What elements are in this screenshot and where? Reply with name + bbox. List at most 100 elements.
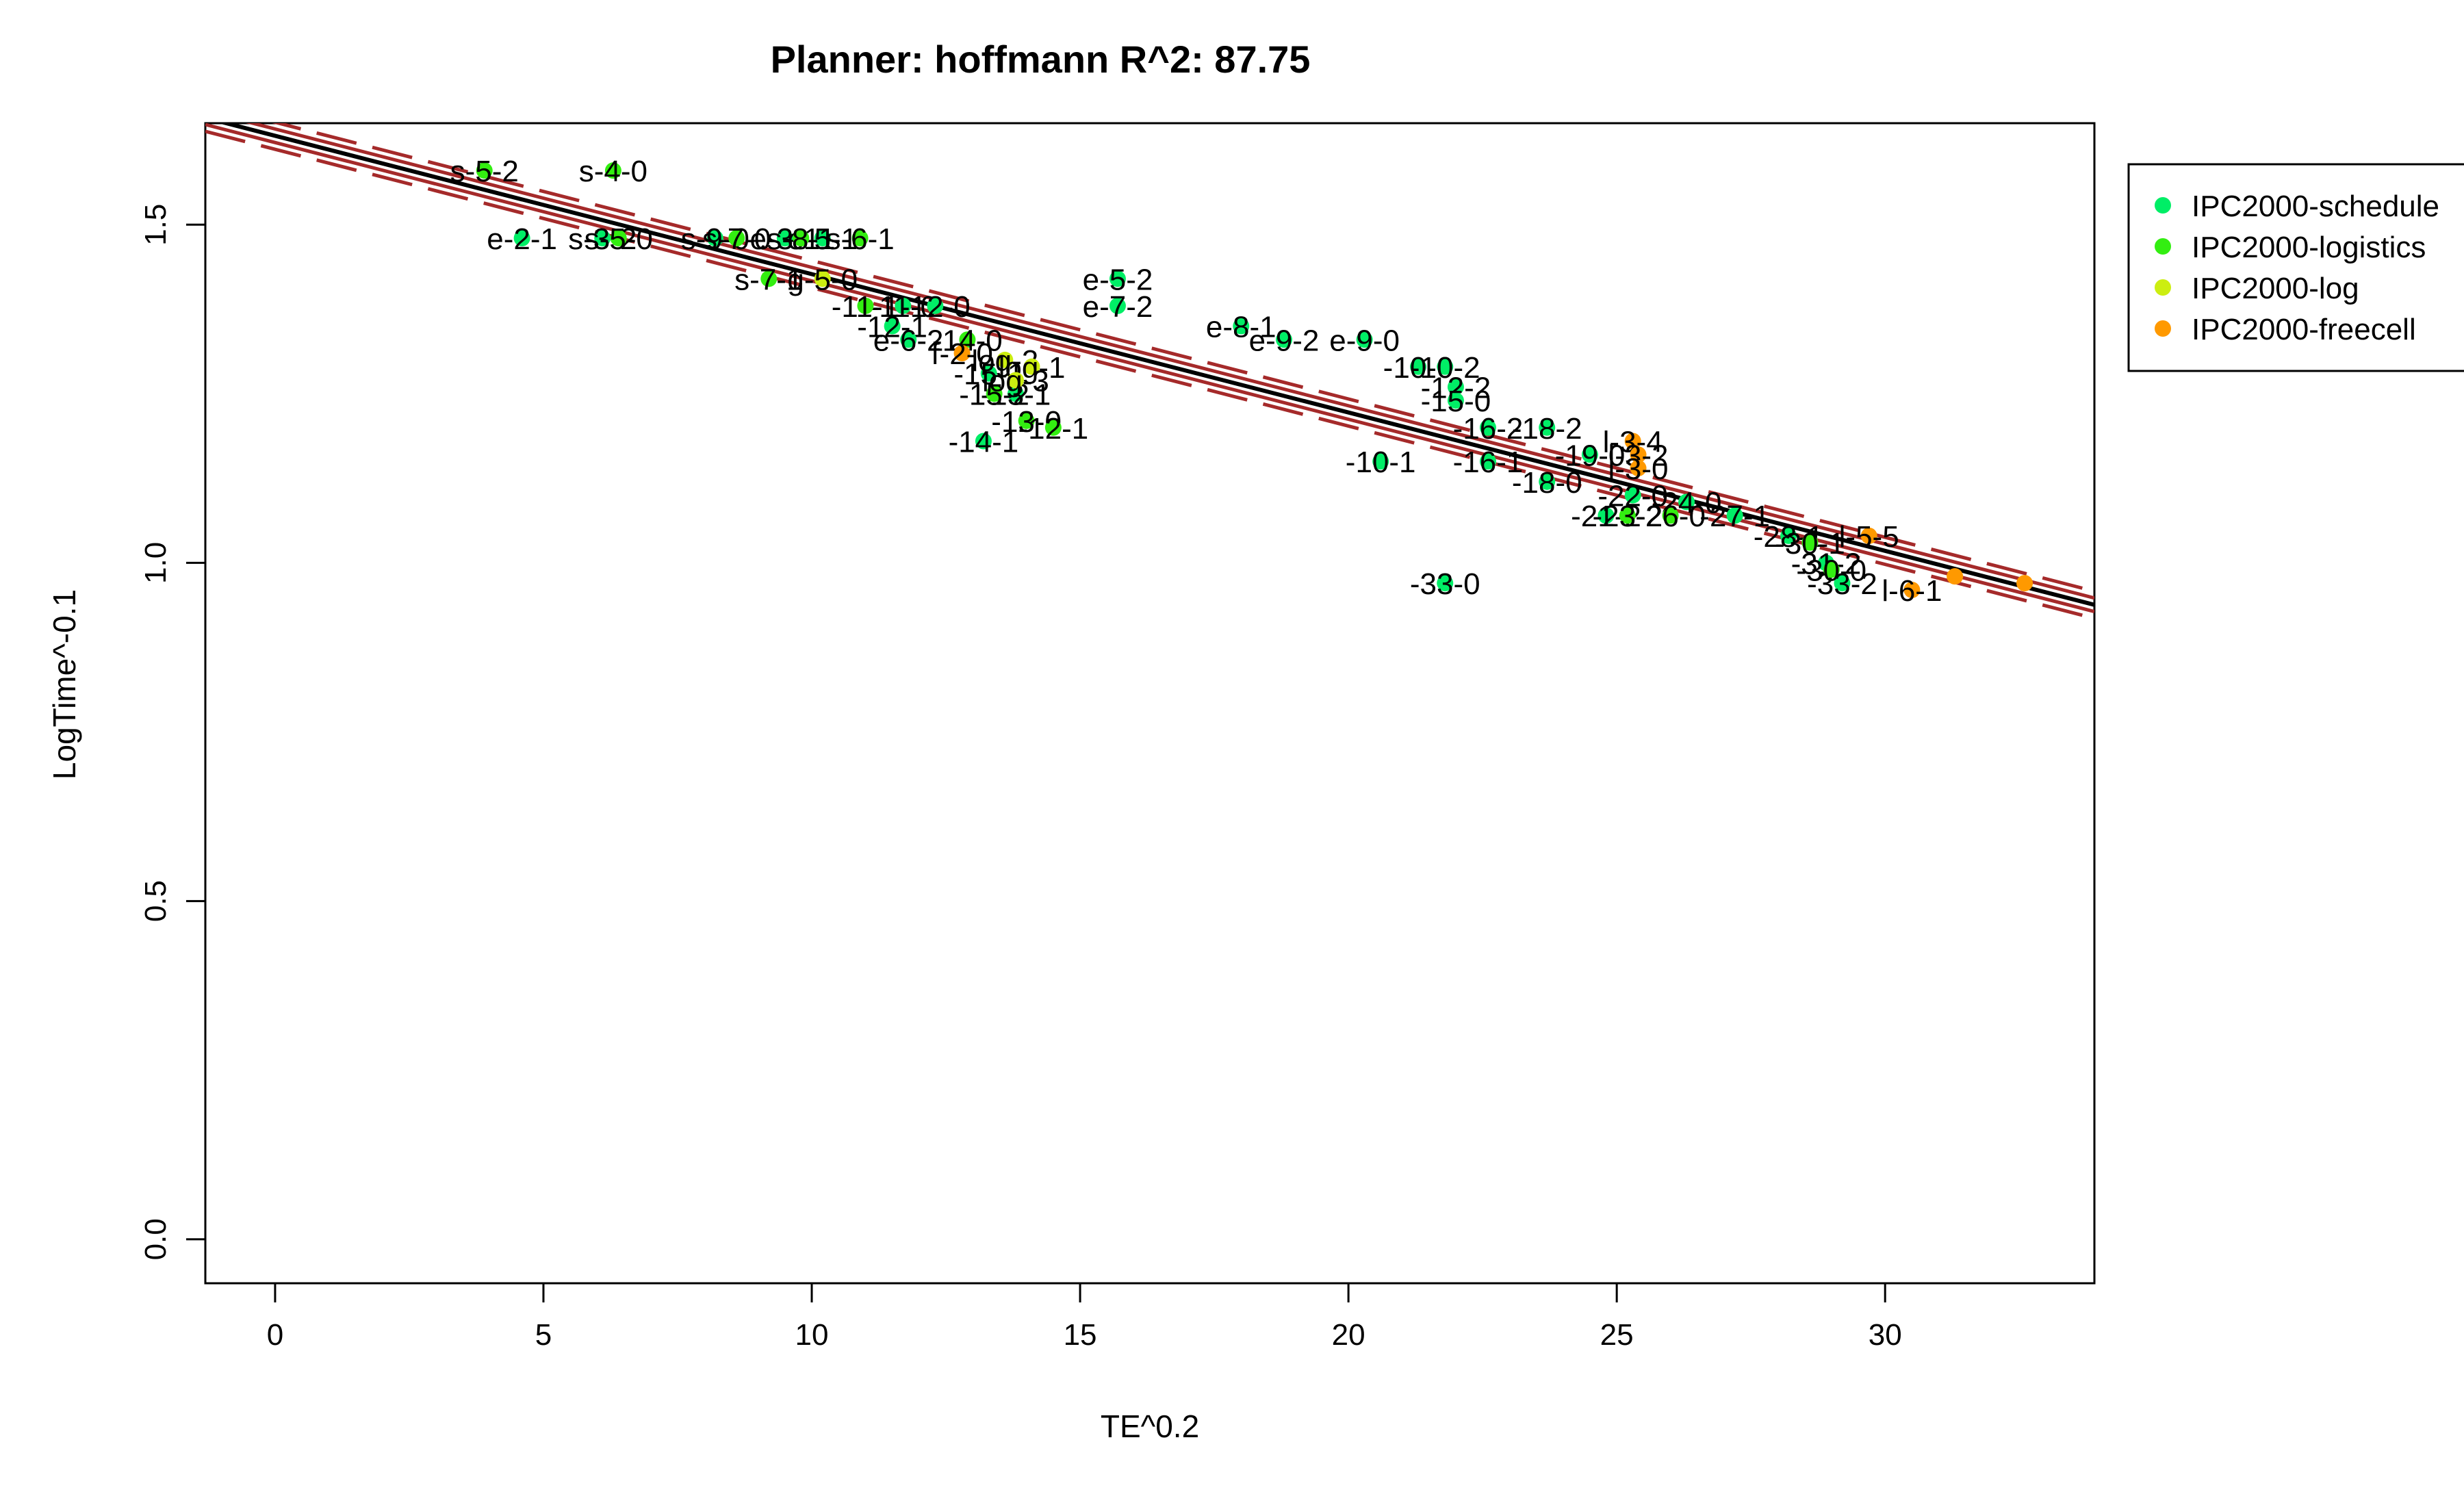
- data-point: [1233, 318, 1250, 335]
- point-label: -33-0: [1410, 567, 1480, 601]
- data-point: [594, 230, 611, 247]
- series-IPC2000-schedule: e-2-1 s-3-2 s-9-0 e-3-1e-5-1-11-0-12-0-12-1…: [487, 222, 1877, 601]
- line-prediction-upper: [272, 123, 2094, 593]
- series-IPC2000-logistics: s-5-2 s-4-0 s-5-0 s-7-0s-8-1s-6-1 s-7-1 -11-1…: [450, 155, 1867, 587]
- data-point: [895, 297, 912, 314]
- data-point: [2016, 575, 2033, 592]
- data-point: [513, 230, 530, 247]
- data-point: [814, 270, 831, 287]
- data-point: [1823, 561, 1840, 578]
- line-confidence-lower: [205, 123, 2094, 614]
- point-label: e-5-2: [1083, 263, 1153, 296]
- point-label: s-7-1: [734, 263, 803, 296]
- legend-entry-label: IPC2000-freecell: [2192, 313, 2416, 346]
- data-point: [1630, 460, 1647, 477]
- data-point: [1678, 493, 1695, 511]
- data-point: [1597, 507, 1615, 524]
- point-label: -16-1: [1453, 446, 1524, 479]
- data-point: [953, 345, 971, 362]
- point-label: s-5-2: [450, 155, 519, 188]
- data-point: [1539, 419, 1556, 436]
- data-point: [1624, 487, 1641, 504]
- data-point: [604, 162, 621, 179]
- point-label: e-6-2: [873, 324, 944, 357]
- legend-marker: [2155, 197, 2171, 214]
- line-fit: [218, 123, 2094, 607]
- point-label: s-4-0: [579, 155, 647, 188]
- legend-marker: [2155, 238, 2171, 255]
- point-label: e-7-2: [1083, 290, 1153, 324]
- point-label: -10-2: [1410, 351, 1480, 385]
- x-tick-label: 10: [795, 1318, 829, 1352]
- data-point: [1662, 507, 1679, 524]
- data-point: [793, 230, 810, 247]
- legend-marker: [2155, 279, 2171, 296]
- data-point: [1007, 372, 1024, 389]
- y-tick-label: 0.0: [139, 1218, 172, 1260]
- y-axis: 0.0 0.5 1.0 1.5: [139, 204, 207, 1260]
- point-label: f-2-0: [931, 337, 992, 371]
- data-point: [1276, 331, 1293, 348]
- data-point: [1023, 358, 1040, 375]
- x-tick-label: 20: [1332, 1318, 1365, 1352]
- point-label: log-3: [982, 365, 1049, 398]
- data-point: [1109, 297, 1126, 314]
- chart-title: Planner: hoffmann R^2: 87.75: [771, 38, 1311, 81]
- data-point: [760, 270, 778, 287]
- data-point: [1447, 392, 1464, 409]
- data-point: [1479, 453, 1496, 470]
- point-label: -33-2: [1807, 567, 1877, 601]
- data-point: [1539, 473, 1556, 490]
- data-point: [1372, 453, 1389, 470]
- point-label: l-3-0: [1608, 452, 1669, 486]
- data-point: [997, 351, 1014, 368]
- x-tick-label: 15: [1064, 1318, 1097, 1352]
- point-label: -11-0: [869, 290, 937, 324]
- point-label: -26-0: [1635, 500, 1706, 533]
- data-point: [1044, 419, 1062, 436]
- legend-entry-label: IPC2000-logistics: [2192, 231, 2426, 264]
- data-point: [857, 297, 874, 314]
- legend-entry-label: IPC2000-log: [2192, 272, 2359, 305]
- data-point: [1479, 419, 1496, 436]
- point-label: -18-0: [1512, 466, 1582, 500]
- point-label: l-5-5: [1839, 520, 1899, 554]
- data-point: [1801, 534, 1819, 551]
- data-point: [975, 433, 992, 450]
- data-point: [986, 385, 1003, 402]
- point-label: l-6-1: [1882, 574, 1942, 608]
- point-label: -11-1: [832, 290, 899, 324]
- line-confidence-upper: [245, 123, 2094, 600]
- legend-box: [2127, 163, 2464, 372]
- legend-entry-label: IPC2000-schedule: [2192, 190, 2439, 223]
- data-point: [980, 365, 997, 382]
- data-point: [1624, 433, 1641, 450]
- point-label: e-2-1: [487, 222, 557, 256]
- data-point: [776, 230, 793, 247]
- y-tick-label: 1.5: [139, 204, 172, 246]
- legend-marker: [2155, 320, 2171, 337]
- series-IPC2000-freecell: f-2-0l-3-4l-3-2l-3-0l-5-5l-6-1: [931, 337, 2033, 608]
- point-label: e-9-2: [1249, 324, 1320, 357]
- data-point: [1903, 581, 1921, 598]
- x-tick-label: 5: [535, 1318, 552, 1352]
- data-point: [1581, 446, 1598, 463]
- point-label: s-8-1: [767, 222, 835, 256]
- data-point: [1018, 412, 1035, 429]
- data-point: [900, 331, 917, 348]
- data-point: [1447, 378, 1464, 396]
- data-point: [884, 318, 901, 335]
- data-point: [959, 331, 976, 348]
- data-point: [1834, 575, 1851, 592]
- point-label: -19-0: [1555, 439, 1626, 472]
- point-label: -18-2: [1512, 412, 1582, 446]
- point-label: -10-1: [1346, 446, 1416, 479]
- data-point: [1109, 270, 1126, 287]
- data-point: [1780, 527, 1797, 544]
- data-point: [706, 230, 723, 247]
- data-point: [1726, 507, 1743, 524]
- data-point: [1947, 568, 1964, 585]
